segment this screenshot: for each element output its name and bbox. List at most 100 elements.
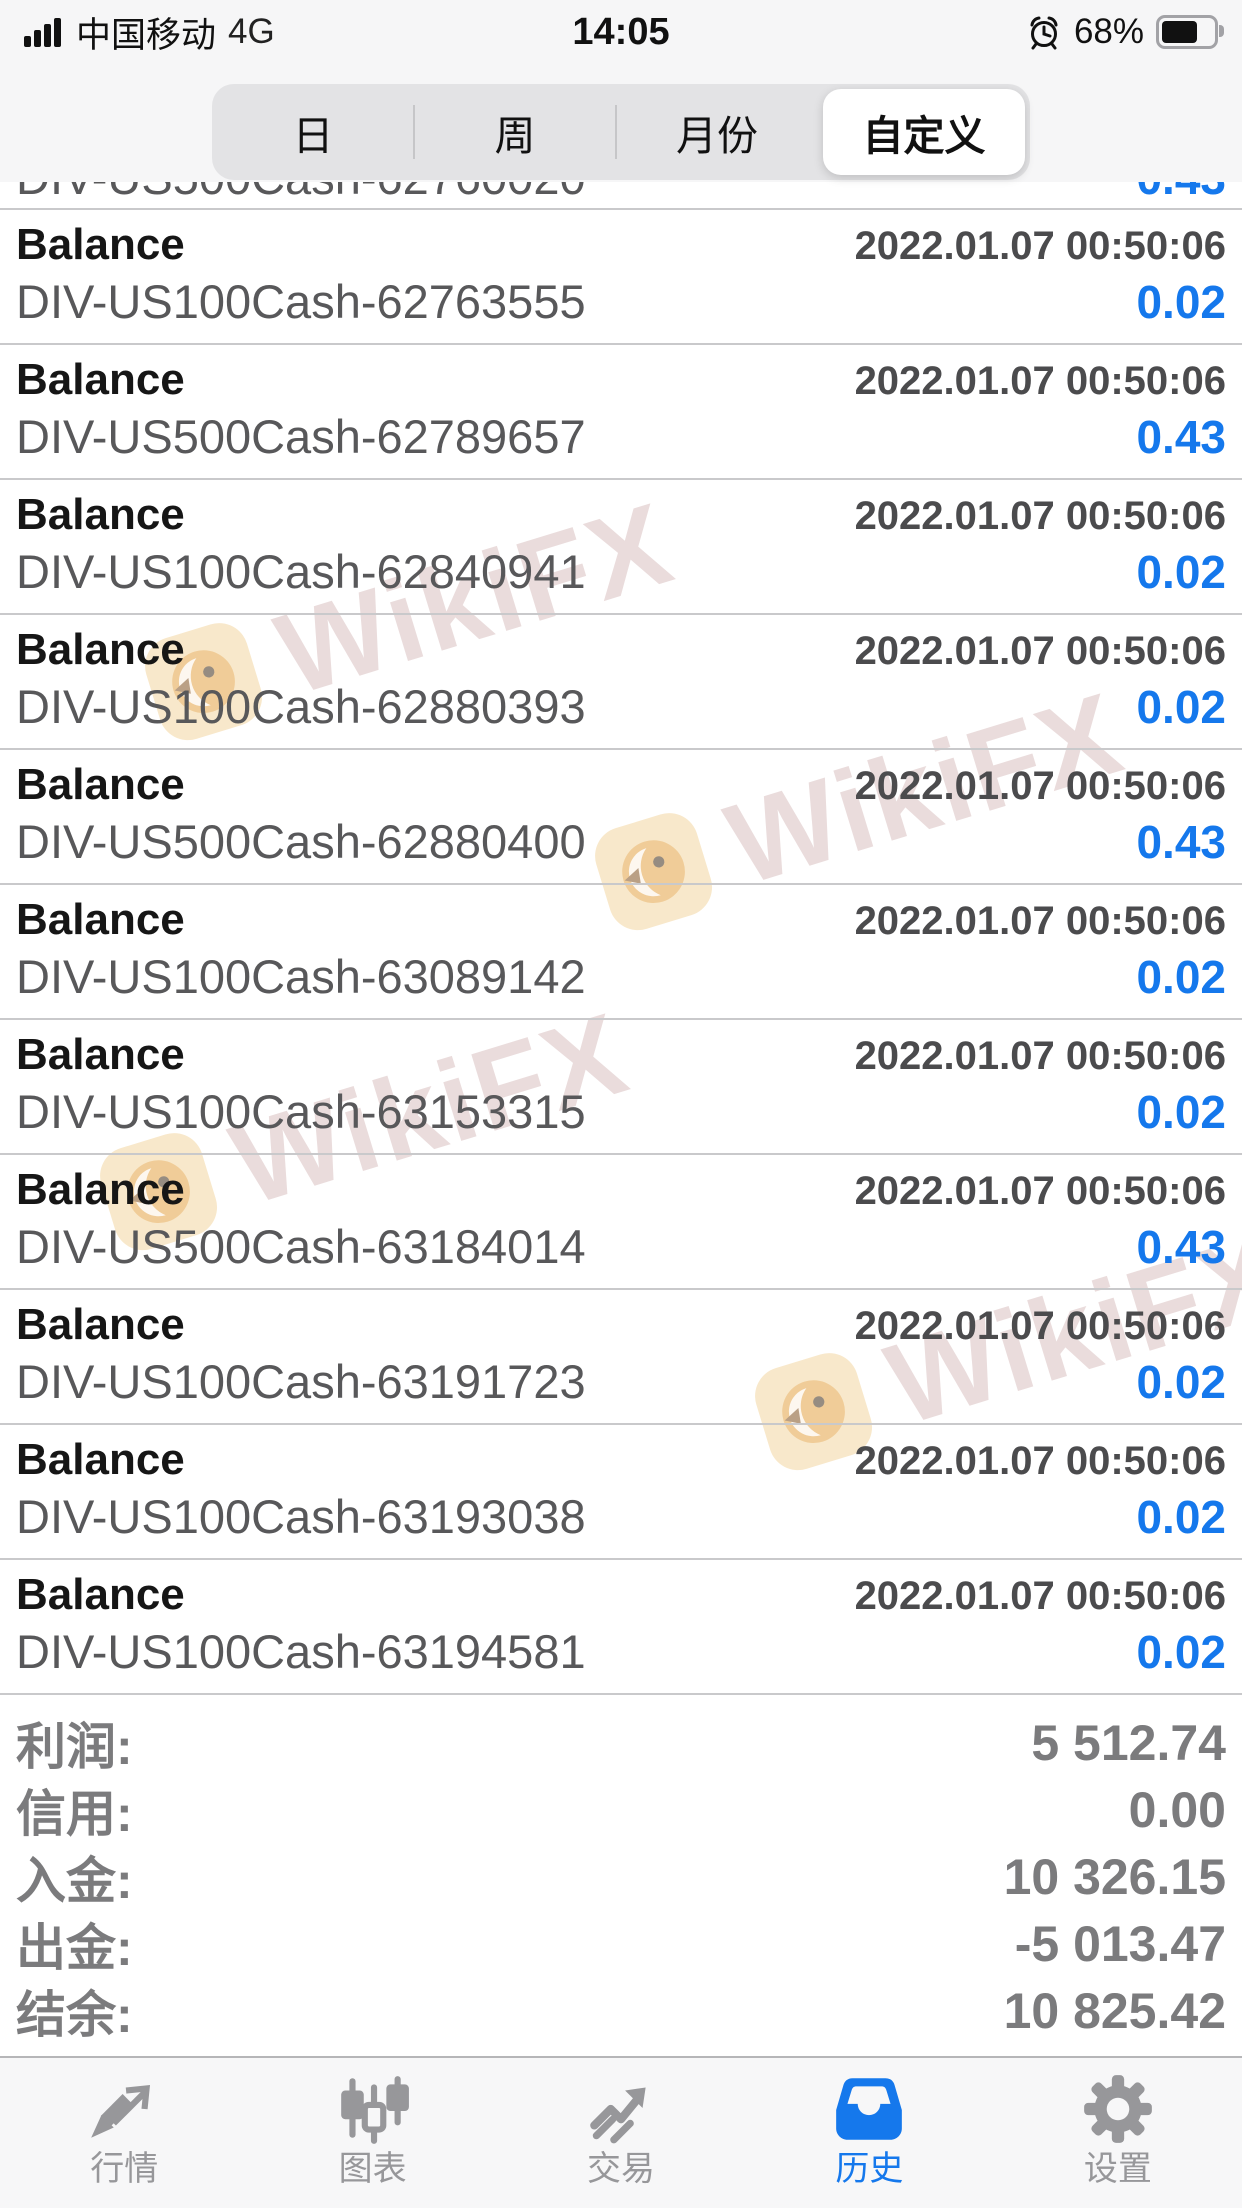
segment-option-2[interactable]: 月份 — [615, 84, 818, 180]
tab-label: 行情 — [90, 2150, 159, 2188]
row-value: 0.43 — [1136, 411, 1226, 463]
row-id: DIV-US100Cash-62880393 — [16, 680, 586, 733]
history-row[interactable]: Balance 2022.01.07 00:50:06 DIV-US100Cas… — [0, 480, 1242, 615]
row-datetime: 2022.01.07 00:50:06 — [854, 359, 1226, 403]
summary-line: 信用: 0.00 — [16, 1776, 1226, 1843]
segment-option-1[interactable]: 周 — [413, 84, 616, 180]
row-value: 0.43 — [1136, 1221, 1226, 1273]
settings-icon — [1079, 2068, 1157, 2150]
row-value: 0.43 — [1136, 816, 1226, 868]
row-value: 0.02 — [1136, 1356, 1226, 1408]
cellular-signal-icon — [24, 18, 61, 47]
row-id: DIV-US100Cash-63153315 — [16, 1085, 586, 1138]
summary-value: 0.00 — [1128, 1781, 1226, 1838]
summary-line: 出金: -5 013.47 — [16, 1910, 1226, 1977]
history-row[interactable]: Balance 2022.01.07 00:50:06 DIV-US100Cas… — [0, 1290, 1242, 1425]
history-row[interactable]: Balance 2022.01.07 00:50:06 DIV-US100Cas… — [0, 1425, 1242, 1560]
row-value: 0.02 — [1136, 276, 1226, 328]
history-list[interactable]: DIV-US500Cash-62760020 0.43 Balance 2022… — [0, 182, 1242, 2044]
row-id: DIV-US500Cash-63184014 — [16, 1220, 586, 1273]
row-type-label: Balance — [16, 1300, 185, 1349]
row-type-label: Balance — [16, 490, 185, 539]
summary-label: 结余: — [16, 1986, 133, 2043]
summary-line: 结余: 10 825.42 — [16, 1977, 1226, 2044]
network-label: 4G — [228, 12, 275, 51]
row-value: 0.02 — [1136, 951, 1226, 1003]
row-type-label: Balance — [16, 220, 185, 269]
account-summary: 利润: 5 512.74 信用: 0.00 入金: 10 326.15 出金: … — [0, 1695, 1242, 2044]
history-row[interactable]: Balance 2022.01.07 00:50:06 DIV-US100Cas… — [0, 1560, 1242, 1695]
chart-icon — [334, 2068, 412, 2150]
tab-quotes[interactable]: 行情 — [0, 2058, 248, 2208]
segment-option-0[interactable]: 日 — [212, 84, 414, 180]
history-row[interactable]: Balance 2022.01.07 00:50:06 DIV-US500Cas… — [0, 345, 1242, 480]
row-type-label: Balance — [16, 625, 185, 674]
summary-line: 入金: 10 326.15 — [16, 1843, 1226, 1910]
summary-value: 5 512.74 — [1031, 1714, 1226, 1771]
row-datetime: 2022.01.07 00:50:06 — [854, 224, 1226, 268]
period-segmented-control: 日 周 月份 自定义 — [212, 84, 1030, 180]
row-datetime: 2022.01.07 00:50:06 — [854, 1439, 1226, 1483]
row-datetime: 2022.01.07 00:50:06 — [854, 1169, 1226, 1213]
row-value: 0.02 — [1136, 1086, 1226, 1138]
tab-chart[interactable]: 图表 — [248, 2058, 496, 2208]
history-icon — [830, 2068, 908, 2150]
row-datetime: 2022.01.07 00:50:06 — [854, 1034, 1226, 1078]
summary-label: 出金: — [16, 1919, 133, 1976]
status-bar: 中国移动 4G 14:05 68% — [0, 0, 1242, 58]
row-id: DIV-US100Cash-63194581 — [16, 1625, 586, 1678]
row-type-label: Balance — [16, 760, 185, 809]
row-value: 0.02 — [1136, 1491, 1226, 1543]
row-datetime: 2022.01.07 00:50:06 — [854, 1304, 1226, 1348]
row-id: DIV-US500Cash-62880400 — [16, 815, 586, 868]
history-row[interactable]: Balance 2022.01.07 00:50:06 DIV-US100Cas… — [0, 885, 1242, 1020]
battery-icon — [1156, 15, 1224, 49]
summary-value: -5 013.47 — [1014, 1915, 1226, 1972]
summary-label: 利润: — [16, 1718, 133, 1775]
row-id: DIV-US500Cash-62789657 — [16, 410, 586, 463]
trade-icon — [582, 2068, 660, 2150]
history-row[interactable]: Balance 2022.01.07 00:50:06 DIV-US100Cas… — [0, 615, 1242, 750]
row-datetime: 2022.01.07 00:50:06 — [854, 494, 1226, 538]
tab-trade[interactable]: 交易 — [497, 2058, 745, 2208]
summary-value: 10 326.15 — [1003, 1848, 1226, 1905]
row-type-label: Balance — [16, 1030, 185, 1079]
history-row[interactable]: Balance 2022.01.07 00:50:06 DIV-US100Cas… — [0, 210, 1242, 345]
battery-percent: 68% — [1073, 12, 1144, 51]
history-row-partial[interactable]: DIV-US500Cash-62760020 0.43 — [0, 182, 1242, 210]
row-value: 0.02 — [1136, 1626, 1226, 1678]
summary-value: 10 825.42 — [1003, 1982, 1226, 2039]
row-type-label: Balance — [16, 895, 185, 944]
row-id: DIV-US500Cash-62760020 — [16, 182, 586, 205]
row-datetime: 2022.01.07 00:50:06 — [854, 1574, 1226, 1618]
tab-history[interactable]: 历史 — [745, 2058, 993, 2208]
row-id: DIV-US100Cash-63191723 — [16, 1355, 586, 1408]
carrier-label: 中国移动 — [76, 15, 217, 55]
row-type-label: Balance — [16, 1570, 185, 1619]
tab-settings[interactable]: 设置 — [994, 2058, 1242, 2208]
summary-label: 信用: — [16, 1785, 133, 1842]
row-datetime: 2022.01.07 00:50:06 — [854, 764, 1226, 808]
tab-bar: 行情 图表 交易 历史 — [0, 2056, 1242, 2208]
history-row[interactable]: Balance 2022.01.07 00:50:06 DIV-US500Cas… — [0, 1155, 1242, 1290]
row-id: DIV-US100Cash-62763555 — [16, 275, 586, 328]
row-type-label: Balance — [16, 355, 185, 404]
quotes-icon — [85, 2068, 163, 2150]
history-row[interactable]: Balance 2022.01.07 00:50:06 DIV-US100Cas… — [0, 1020, 1242, 1155]
tab-label: 历史 — [835, 2150, 904, 2188]
row-datetime: 2022.01.07 00:50:06 — [854, 899, 1226, 943]
row-value: 0.43 — [1136, 182, 1226, 205]
tab-label: 设置 — [1083, 2150, 1152, 2188]
row-id: DIV-US100Cash-62840941 — [16, 545, 586, 598]
tab-label: 图表 — [338, 2150, 407, 2188]
tab-label: 交易 — [587, 2150, 656, 2188]
row-id: DIV-US100Cash-63193038 — [16, 1490, 586, 1543]
row-id: DIV-US100Cash-63089142 — [16, 950, 586, 1003]
segment-option-3[interactable]: 自定义 — [823, 89, 1025, 175]
row-type-label: Balance — [16, 1165, 185, 1214]
row-datetime: 2022.01.07 00:50:06 — [854, 629, 1226, 673]
summary-line: 利润: 5 512.74 — [16, 1709, 1226, 1776]
history-row[interactable]: Balance 2022.01.07 00:50:06 DIV-US500Cas… — [0, 750, 1242, 885]
header: 中国移动 4G 14:05 68% 日 周 月份 自定义 — [0, 0, 1242, 182]
summary-label: 入金: — [16, 1852, 133, 1909]
